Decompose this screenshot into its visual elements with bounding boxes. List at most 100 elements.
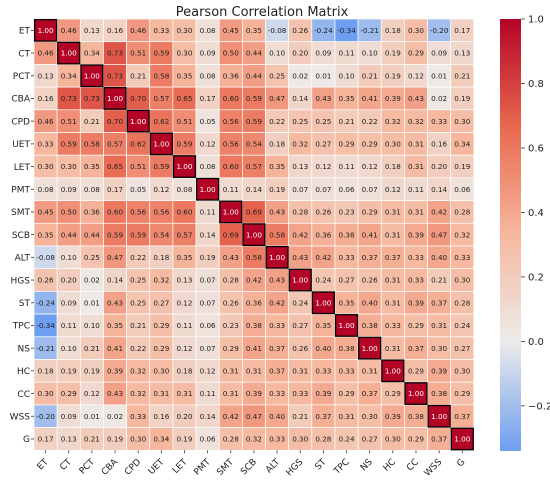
x-tick-label: CC <box>405 457 421 473</box>
cell-value-label: 0.33 <box>130 412 146 421</box>
cell-value-label: 0.42 <box>269 298 285 307</box>
cell-value-label: 0.62 <box>153 117 169 126</box>
y-tick-label: SMT <box>11 208 30 218</box>
cell-value-label: 0.43 <box>292 253 308 262</box>
x-tick-label: WSS <box>423 457 445 479</box>
cell-value-label: 0.73 <box>61 94 77 103</box>
heatmap-cells: 1.00 0.46 0.13 0.16 0.46 0.33 0.30 0.08 0.45 0.35… <box>33 18 475 451</box>
cell-value-label: 0.26 <box>362 276 378 285</box>
cell-value-label: 0.10 <box>61 344 77 353</box>
cell-value-label: 0.35 <box>84 162 100 171</box>
cell-value-label: 0.35 <box>38 230 54 239</box>
x-tick-label: CBA <box>100 457 121 478</box>
cell-value-label: 0.29 <box>339 389 355 398</box>
cell-value-label: 0.73 <box>84 94 100 103</box>
cell-value-label: 0.42 <box>292 230 308 239</box>
cell-value-label: 0.60 <box>107 208 123 217</box>
cell-value-label: 0.31 <box>385 344 401 353</box>
cell-value-label: 0.22 <box>362 117 378 126</box>
diagonal-highlight <box>288 268 312 292</box>
cell-value-label: 0.29 <box>153 321 169 330</box>
cell-value-label: 0.31 <box>339 412 355 421</box>
cell-value-label: 0.38 <box>362 321 378 330</box>
cell-value-label: 0.59 <box>107 230 123 239</box>
cell-value-label: 0.06 <box>454 185 470 194</box>
x-tick-label: ST <box>313 457 328 472</box>
cell-value-label: 0.10 <box>339 71 355 80</box>
y-tick-label: CPD <box>11 117 30 127</box>
cell-value-label: 0.18 <box>269 139 285 148</box>
cell-value-label: 0.46 <box>38 117 54 126</box>
y-tick-label: ET <box>19 27 31 37</box>
cell-value-label: 0.47 <box>431 230 447 239</box>
cell-value-label: 0.39 <box>107 366 123 375</box>
cell-value-label: 0.33 <box>292 389 308 398</box>
cell-value-label: 0.12 <box>176 344 192 353</box>
cell-value-label: 0.41 <box>362 94 378 103</box>
cell-value-label: 1.00 <box>431 412 447 421</box>
cell-value-label: 0.10 <box>362 49 378 58</box>
cell-value-label: 0.46 <box>38 49 54 58</box>
cell-value-label: 1.00 <box>223 208 239 217</box>
cell-value-label: 0.40 <box>431 253 447 262</box>
cell-value-label: 0.33 <box>269 321 285 330</box>
cell-value-label: 1.00 <box>362 344 378 353</box>
cell-value-label: 0.56 <box>223 117 239 126</box>
cell-value-label: 0.01 <box>84 298 100 307</box>
cell-value-label: 0.11 <box>223 185 239 194</box>
cell-value-label: 0.13 <box>61 435 77 444</box>
cell-value-label: 0.37 <box>269 344 285 353</box>
cell-value-label: 0.33 <box>269 389 285 398</box>
cell-value-label: 0.28 <box>454 298 470 307</box>
cell-value-label: 0.69 <box>223 230 239 239</box>
cell-value-label: 0.36 <box>315 230 331 239</box>
cell-value-label: 0.65 <box>176 94 192 103</box>
cell-value-label: 0.30 <box>292 435 308 444</box>
cell-value-label: 0.21 <box>84 117 100 126</box>
cell-value-label: 0.08 <box>200 162 216 171</box>
cell-value-label: 0.36 <box>246 298 262 307</box>
cell-value-label: 0.35 <box>315 321 331 330</box>
cell-value-label: -0.34 <box>337 26 356 35</box>
y-tick-label: NS <box>18 344 31 354</box>
cell-value-label: 0.17 <box>454 26 470 35</box>
y-tick-label: CT <box>18 49 30 59</box>
cell-value-label: 0.22 <box>269 117 285 126</box>
cell-value-label: 0.33 <box>431 117 447 126</box>
cell-value-label: 0.58 <box>153 71 169 80</box>
cell-value-label: 0.07 <box>315 185 331 194</box>
cell-value-label: 0.18 <box>176 366 192 375</box>
cell-value-label: 0.33 <box>339 366 355 375</box>
cell-value-label: 0.14 <box>200 412 216 421</box>
cell-value-label: 0.73 <box>107 71 123 80</box>
cell-value-label: -0.20 <box>430 26 449 35</box>
cell-value-label: 0.12 <box>385 185 401 194</box>
colorbar-tick-label: 0.0 <box>528 337 544 348</box>
x-axis-ticks: ET CT PCT CBA CPD UET LET PMT SMT SCB ALT HGS ST TPC N… <box>36 450 467 479</box>
cell-value-label: 0.30 <box>61 162 77 171</box>
cell-value-label: 1.00 <box>385 366 401 375</box>
cell-value-label: 0.30 <box>454 366 470 375</box>
y-tick-label: SCB <box>12 231 30 241</box>
diagonal-highlight <box>149 132 173 156</box>
x-tick-label: G <box>455 457 467 469</box>
cell-value-label: 0.57 <box>107 139 123 148</box>
cell-value-label: 0.31 <box>431 321 447 330</box>
cell-value-label: 0.28 <box>454 208 470 217</box>
cell-value-label: 0.39 <box>431 366 447 375</box>
x-tick-label: CPD <box>123 457 143 477</box>
diagonal-highlight <box>427 404 451 428</box>
diagonal-highlight <box>33 18 58 42</box>
cell-value-label: 0.46 <box>61 26 77 35</box>
cell-value-label: 0.21 <box>130 71 146 80</box>
cell-value-label: 0.14 <box>246 185 262 194</box>
cell-value-label: 0.54 <box>246 139 262 148</box>
cell-value-label: 0.32 <box>130 366 146 375</box>
cell-value-label: 0.31 <box>176 389 192 398</box>
cell-value-label: 0.08 <box>38 185 54 194</box>
diagonal-highlight <box>172 155 197 178</box>
cell-value-label: 0.31 <box>385 208 401 217</box>
cell-value-label: 0.43 <box>107 389 123 398</box>
cell-value-label: 0.31 <box>223 366 239 375</box>
